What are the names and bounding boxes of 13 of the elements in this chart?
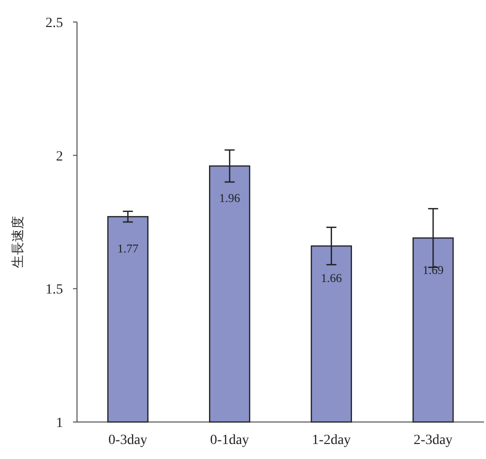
data-label: 1.69 (422, 263, 444, 277)
x-tick-label: 0-3day (108, 433, 148, 448)
y-tick-label: 1.5 (46, 282, 63, 298)
y-tick-label: 2.5 (46, 16, 63, 31)
y-axis-title: 生長速度 (10, 216, 26, 268)
x-tick-label: 2-3day (414, 433, 453, 448)
data-label: 1.77 (117, 242, 138, 256)
y-tick-label: 2 (56, 149, 63, 164)
x-tick-label: 1-2day (312, 433, 351, 448)
x-tick-label: 0-1day (210, 433, 250, 448)
y-tick-label: 1 (56, 416, 63, 431)
data-label: 1.96 (219, 191, 240, 205)
data-label: 1.66 (320, 271, 342, 285)
